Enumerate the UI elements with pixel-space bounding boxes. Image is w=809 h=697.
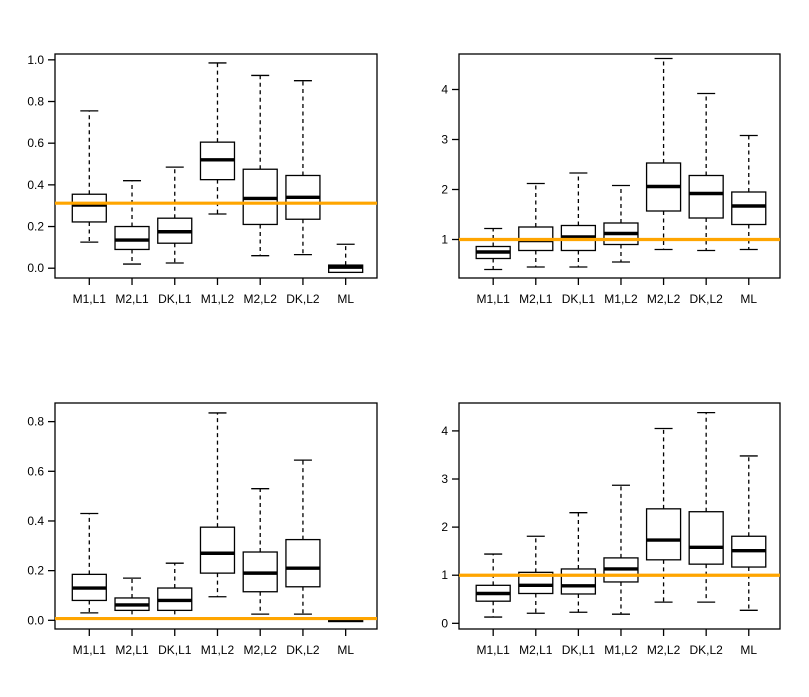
- boxplot-ML: [731, 455, 767, 611]
- y-tick-label: 0.6: [27, 464, 44, 478]
- boxes: [475, 411, 767, 618]
- boxplot-M1,L1: [71, 512, 107, 614]
- iqr-box: [114, 225, 150, 251]
- boxplot-DK,L2: [688, 411, 724, 603]
- y-tick-label: 1: [441, 233, 448, 247]
- y-tick-label: 3: [441, 133, 448, 147]
- x-tick-label: M1,L2: [604, 292, 638, 306]
- x-tick-label: DK,L1: [562, 292, 596, 306]
- plot-frame: [54, 53, 378, 279]
- x-tick-label: DK,L1: [158, 643, 192, 657]
- x-tick-label: M2,L2: [647, 292, 681, 306]
- y-tick-label: 1.0: [27, 53, 44, 67]
- y-tick-label: 0.0: [27, 613, 44, 627]
- panel-top-right: 1 2 3 4 M1,L1 M2,L1 DK,L1 M1,L2 M2,L2 DK,L2 ML: [441, 53, 781, 306]
- boxplot-M2,L2: [242, 74, 278, 257]
- boxes: [475, 57, 767, 271]
- boxplot-DK,L1: [560, 172, 597, 268]
- x-tick-label: ML: [740, 643, 757, 657]
- x-tick-label: M1,L2: [604, 643, 638, 657]
- x-tick-label: DK,L2: [286, 643, 320, 657]
- x-tick-label: M2,L1: [519, 292, 553, 306]
- y-tick-label: 2: [441, 183, 448, 197]
- boxplot-ML: [731, 134, 767, 251]
- iqr-box: [645, 508, 682, 561]
- x-tick-label: ML: [740, 292, 757, 306]
- x-tick-label: M2,L2: [244, 643, 278, 657]
- y-tick-label: 3: [441, 472, 448, 486]
- x-tick-label: ML: [337, 643, 354, 657]
- x-tick-label: DK,L1: [158, 292, 192, 306]
- y-tick-label: 4: [441, 424, 448, 438]
- iqr-box: [731, 191, 767, 226]
- y-tick-label: 0: [441, 616, 448, 630]
- x-tick-label: M2,L1: [115, 292, 149, 306]
- boxplot-ML: [328, 243, 364, 274]
- x-tick-label: M2,L1: [115, 643, 149, 657]
- y-tick-label: 4: [441, 83, 448, 97]
- boxplot-M2,L1: [114, 577, 150, 619]
- y-tick-label: 0.2: [27, 220, 44, 234]
- x-tick-label: DK,L2: [286, 292, 320, 306]
- iqr-box: [688, 511, 724, 565]
- iqr-box: [285, 538, 321, 588]
- boxplot-M1,L2: [199, 412, 236, 598]
- x-tick-label: M2,L2: [647, 643, 681, 657]
- boxplot-M2,L2: [645, 427, 682, 603]
- boxplot-DK,L1: [157, 562, 193, 619]
- y-tick-label: 0.4: [27, 514, 44, 528]
- x-tick-label: M1,L1: [73, 643, 107, 657]
- panel-bottom-right: 0 1 2 3 4 M1,L1 M2,L1 DK,L1 M1,L2 M2,L2 DK,L2 ML: [441, 402, 781, 657]
- boxplot-M1,L1: [71, 110, 107, 243]
- plot-frame: [54, 402, 378, 630]
- y-tick-label: 0.0: [27, 261, 44, 275]
- iqr-box: [71, 193, 107, 223]
- x-tick-label: M1,L1: [73, 292, 107, 306]
- y-tick-label: 0.6: [27, 136, 44, 150]
- y-tick-label: 1: [441, 568, 448, 582]
- boxplot-M1,L2: [199, 62, 236, 215]
- boxplot-M1,L2: [603, 484, 639, 615]
- x-tick-label: DK,L1: [562, 643, 596, 657]
- x-tick-label: M1,L2: [201, 643, 235, 657]
- boxplot-M1,L1: [475, 227, 511, 271]
- boxes: [71, 62, 364, 274]
- boxplot-DK,L1: [157, 166, 193, 264]
- iqr-box: [518, 571, 554, 595]
- boxplot-M2,L1: [518, 535, 554, 614]
- boxplot-M2,L2: [645, 57, 682, 251]
- iqr-box: [560, 568, 597, 595]
- iqr-box: [688, 174, 724, 219]
- x-tick-label: M2,L2: [244, 292, 278, 306]
- boxplot-DK,L2: [285, 459, 321, 615]
- boxes: [71, 412, 364, 623]
- x-tick-label: M1,L2: [201, 292, 235, 306]
- x-tick-label: DK,L2: [689, 292, 723, 306]
- x-tick-label: ML: [337, 292, 354, 306]
- boxplot-M1,L2: [603, 184, 639, 263]
- boxplot-DK,L2: [688, 92, 724, 252]
- x-tick-label: M1,L1: [477, 643, 511, 657]
- iqr-box: [199, 526, 236, 574]
- boxplot-DK,L1: [560, 512, 597, 613]
- x-tick-label: M2,L1: [519, 643, 553, 657]
- boxplot-M1,L1: [475, 553, 511, 618]
- x-tick-label: DK,L2: [689, 643, 723, 657]
- plot-frame: [458, 53, 781, 279]
- plot-frame: [458, 402, 781, 630]
- y-tick-label: 2: [441, 520, 448, 534]
- panel-bottom-left: 0.0 0.2 0.4 0.6 0.8 M1,L1 M2,L1 DK,L1 M1,L2 M2,L2…: [27, 402, 378, 657]
- y-tick-label: 0.2: [27, 564, 44, 578]
- y-tick-label: 0.8: [27, 95, 44, 109]
- boxplot-M2,L2: [242, 488, 278, 615]
- y-tick-label: 0.8: [27, 415, 44, 429]
- boxplot-M2,L1: [518, 182, 554, 268]
- panel-top-left: 0.0 0.2 0.4 0.6 0.8 1.0 M1,L1 M2,L1 DK,L1 M1,L2 M2…: [27, 53, 378, 306]
- boxplot-M2,L1: [114, 180, 150, 265]
- boxplot-DK,L2: [285, 80, 321, 256]
- x-tick-label: M1,L1: [477, 292, 511, 306]
- y-tick-label: 0.4: [27, 178, 44, 192]
